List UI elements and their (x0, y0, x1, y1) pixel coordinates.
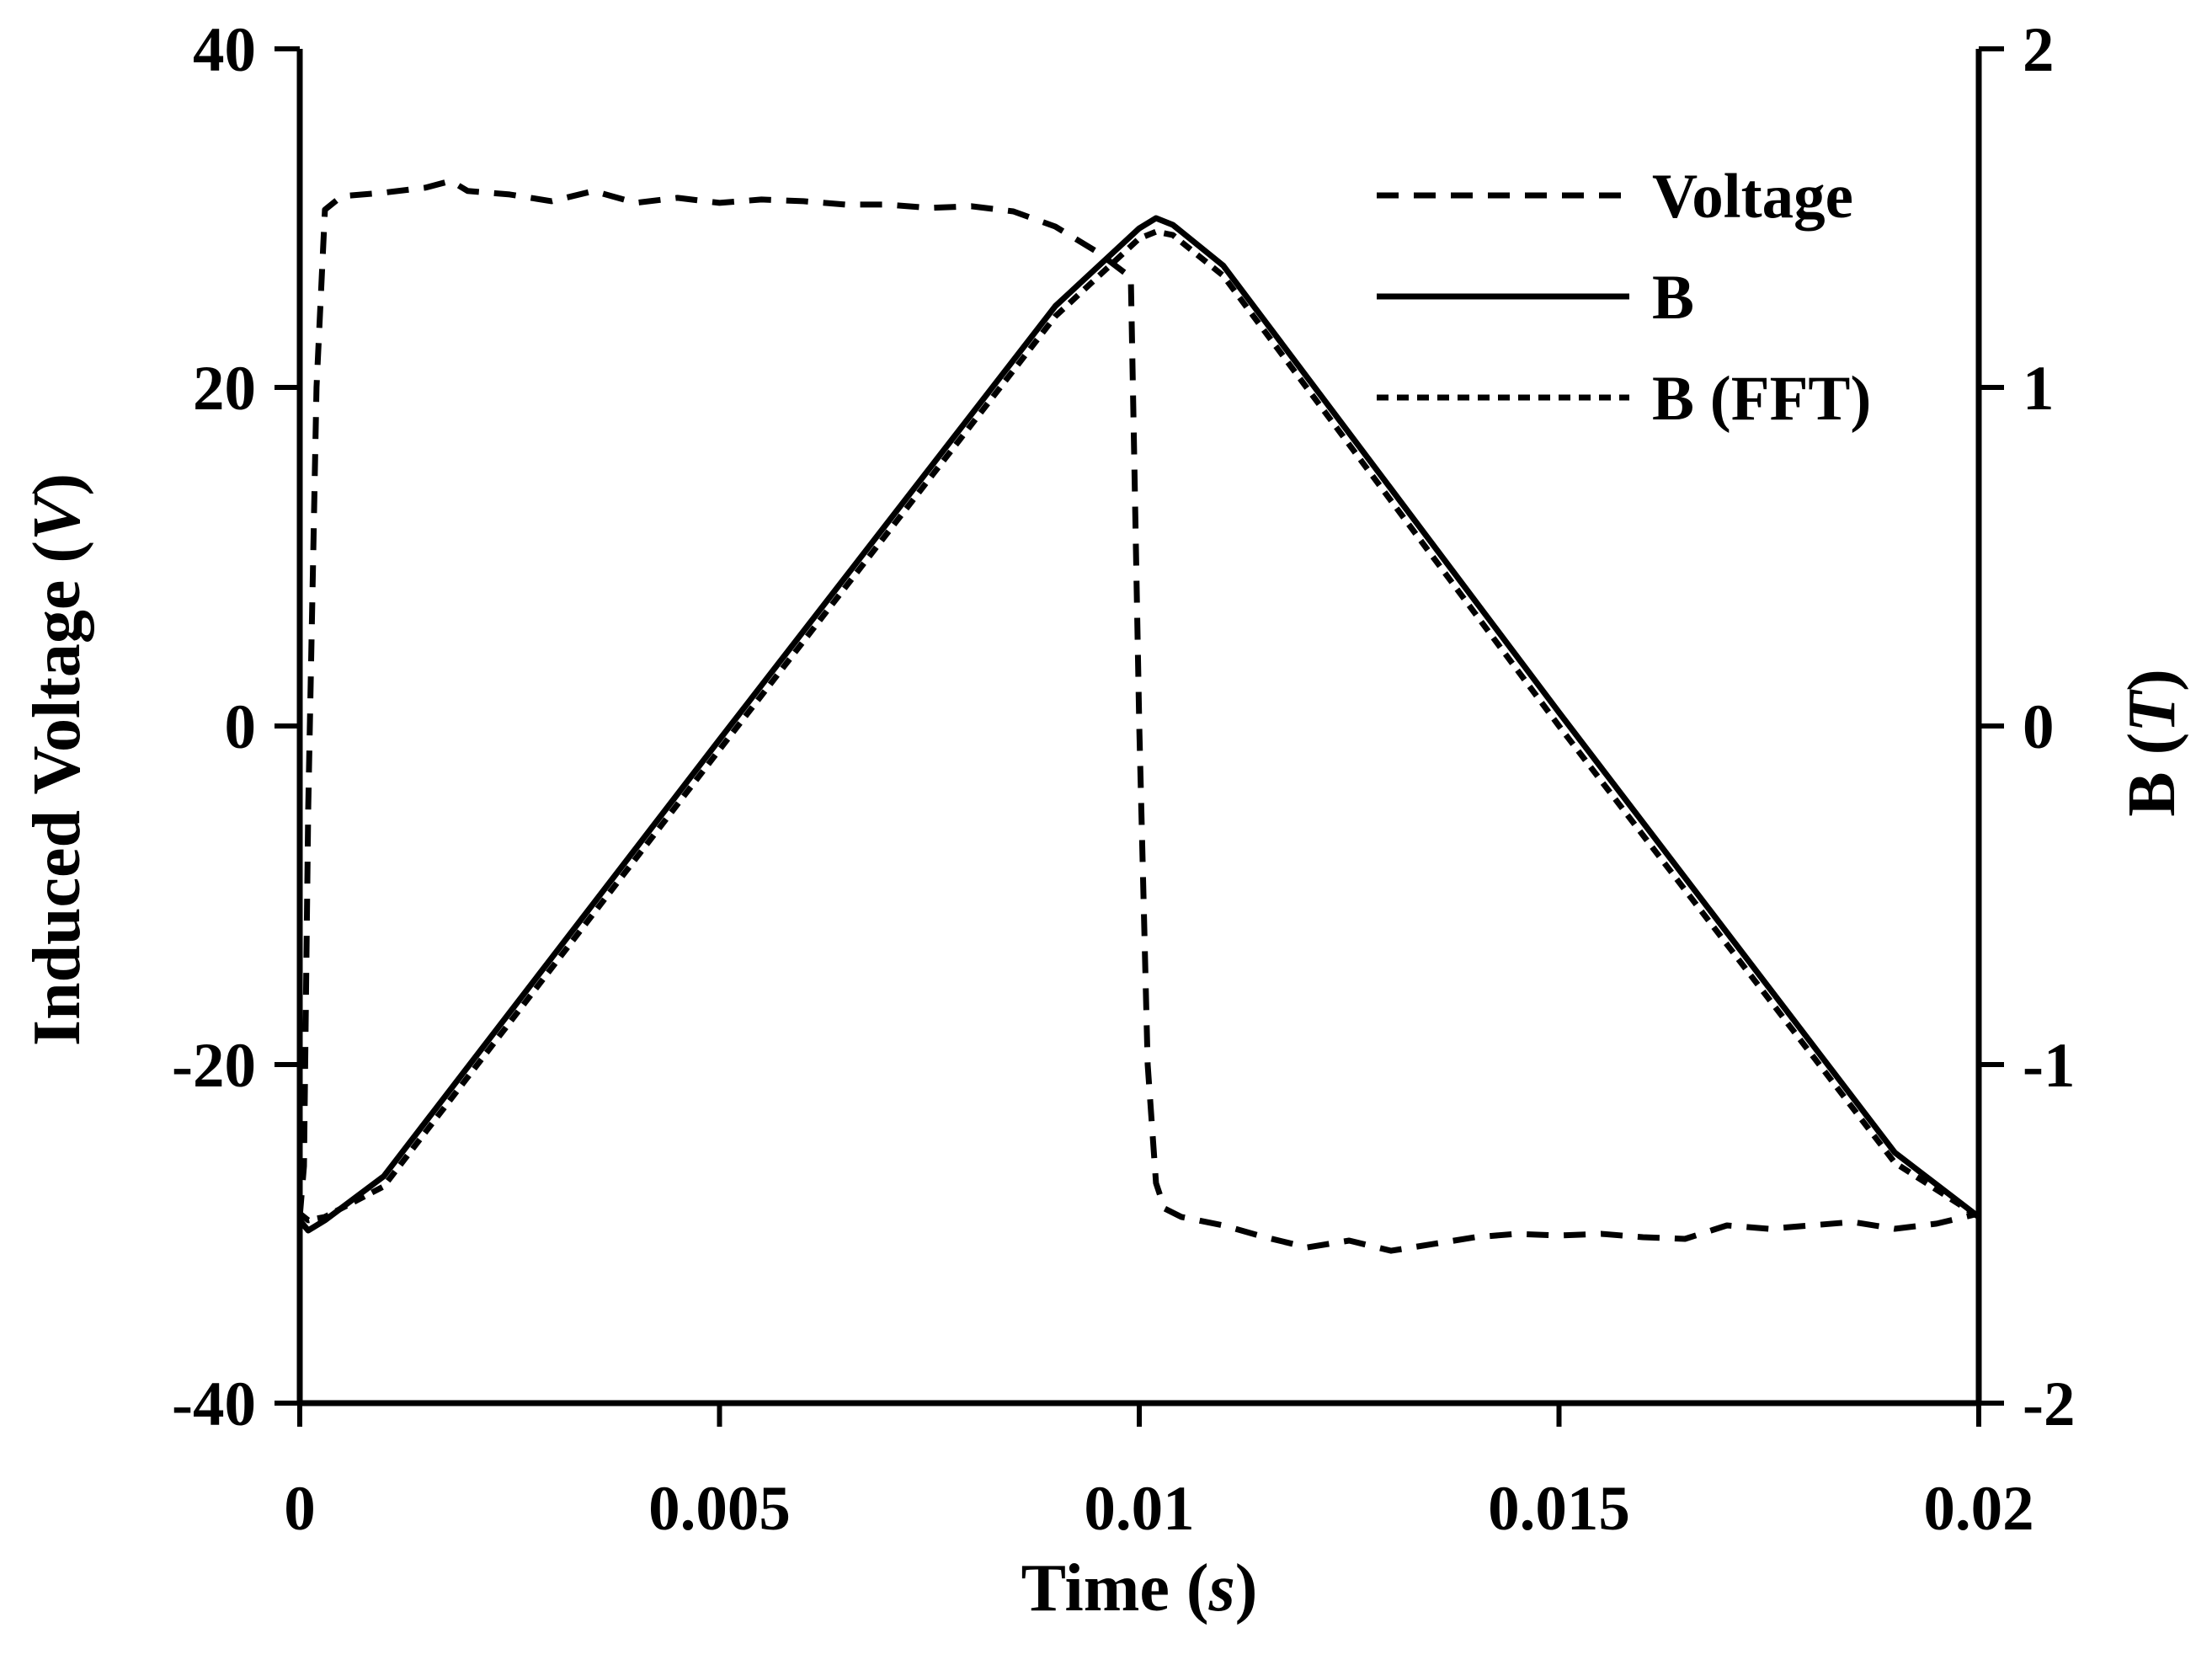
series-group (296, 178, 1981, 1254)
x-tick-label: 0.015 (1488, 1474, 1630, 1544)
legend-label: B (1652, 263, 1694, 333)
legend-label: Voltage (1652, 162, 1853, 232)
series-line-b (297, 215, 1981, 1234)
y-right-tick-label: 1 (2023, 354, 2055, 424)
y-left-tick-label: 20 (193, 354, 256, 424)
legend-label: B (FFT) (1652, 364, 1871, 434)
plot-frame (296, 49, 1982, 1406)
y-axis-right-label: B (T) (2115, 669, 2189, 817)
legend: Voltage B B (FFT) (1377, 162, 1871, 434)
x-tick-label: 0 (284, 1474, 316, 1544)
y-axis-left: -40 -20 0 20 40 (172, 15, 300, 1439)
y-axis-left-label: Induced Voltage (V) (20, 473, 94, 1046)
y-left-tick-label: 40 (193, 15, 256, 85)
x-tick-label: 0.01 (1084, 1474, 1194, 1544)
x-tick-label: 0.005 (648, 1474, 791, 1544)
y-right-tick-label: 0 (2023, 692, 2055, 762)
y-left-tick-label: -40 (172, 1369, 256, 1439)
y-right-tick-label: -1 (2023, 1031, 2075, 1101)
y-right-tick-label: 2 (2023, 15, 2055, 85)
x-axis-label: Time (s) (1021, 1551, 1258, 1625)
y-right-tick-label: -2 (2023, 1369, 2075, 1439)
x-axis: 0 0.005 0.01 0.015 0.02 (284, 1403, 2034, 1544)
y-axis-right: -2 -1 0 1 2 (1979, 15, 2075, 1439)
series-line-b-fft (297, 228, 1980, 1224)
y-left-tick-label: 0 (225, 692, 257, 762)
x-tick-label: 0.02 (1923, 1474, 2033, 1544)
axis-labels: Time (s) Induced Voltage (V) B (T) (20, 473, 2189, 1625)
series-line-voltage (296, 178, 1980, 1254)
y-left-tick-label: -20 (172, 1031, 256, 1101)
